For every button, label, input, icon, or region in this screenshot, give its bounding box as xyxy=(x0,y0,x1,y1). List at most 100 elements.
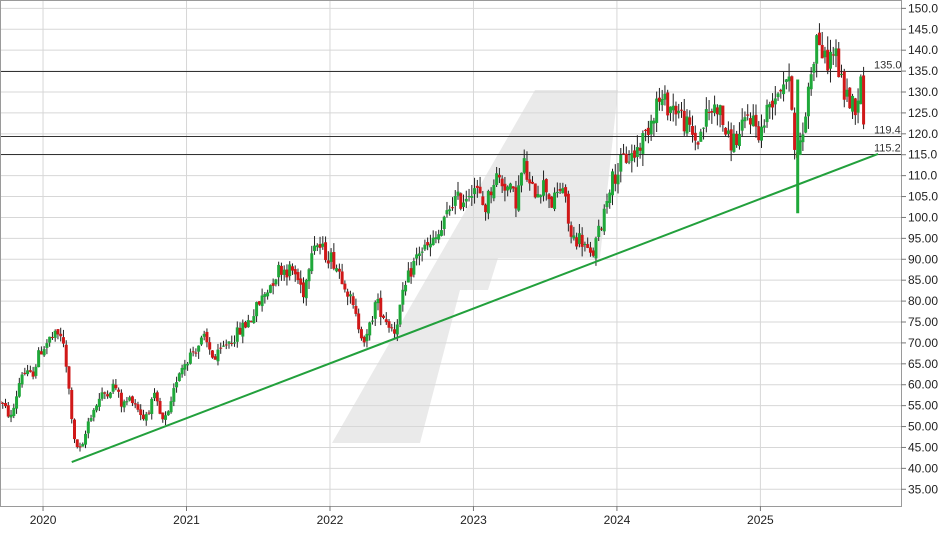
candle-body xyxy=(423,244,427,250)
candle-body xyxy=(97,398,101,407)
candle-body xyxy=(506,186,510,191)
candle-body xyxy=(244,322,248,328)
candle-body xyxy=(544,179,548,193)
candle-body xyxy=(453,196,457,206)
candle-body xyxy=(95,405,99,411)
candle-body xyxy=(186,363,190,366)
candle-body xyxy=(481,196,485,206)
candle-body xyxy=(817,32,821,46)
candle-body xyxy=(373,302,377,319)
candle-body xyxy=(128,397,132,401)
candle-body xyxy=(591,250,595,256)
candle-body xyxy=(197,345,201,352)
candle-body xyxy=(290,266,294,271)
candle-body xyxy=(153,392,157,399)
candle-body xyxy=(379,297,383,317)
candle-body xyxy=(815,35,819,64)
candle-body xyxy=(599,228,603,230)
candle-body xyxy=(230,343,234,345)
candle-body xyxy=(255,302,259,317)
candle-body xyxy=(450,207,454,209)
candle-body xyxy=(61,337,65,344)
y-tick-label: 145.0 xyxy=(908,22,938,36)
candle-body xyxy=(370,320,374,322)
candle-body xyxy=(329,252,333,262)
candle-body xyxy=(268,285,272,293)
candle-body xyxy=(122,401,126,408)
watermark-logo xyxy=(332,90,618,443)
candle-body xyxy=(831,54,835,56)
candle-body xyxy=(613,174,617,184)
candle-body xyxy=(17,383,21,397)
candle-body xyxy=(555,191,559,194)
candle-body xyxy=(467,196,471,198)
candle-body xyxy=(699,131,703,142)
candle-body xyxy=(519,172,523,186)
candle-body xyxy=(475,185,479,188)
candle-body xyxy=(522,158,526,173)
candle-body xyxy=(313,245,317,252)
candle-body xyxy=(828,51,832,69)
candle-body xyxy=(177,373,181,382)
candle-body xyxy=(235,327,239,342)
horizontal-levels: 135.0 119.4 115.2 xyxy=(0,60,902,155)
y-tick-label: 40.00 xyxy=(908,461,938,475)
candle-body xyxy=(351,296,355,306)
candle-body xyxy=(337,268,341,272)
candle-body xyxy=(517,185,521,211)
candle-body xyxy=(693,132,697,141)
level-label: 135.0 xyxy=(874,60,902,72)
candle-body xyxy=(50,336,54,338)
candle-body xyxy=(359,329,363,339)
candle-body xyxy=(710,111,714,113)
candle-body xyxy=(362,336,366,343)
candle-body xyxy=(668,106,672,113)
candle-body xyxy=(743,117,747,122)
candle-body xyxy=(657,97,661,102)
candle-body xyxy=(56,329,60,335)
candle-body xyxy=(746,114,750,116)
candle-body xyxy=(199,337,203,345)
candle-body xyxy=(213,356,217,360)
y-tick-label: 105.0 xyxy=(908,190,938,204)
candle-body xyxy=(561,188,565,194)
candle-body xyxy=(740,119,744,131)
y-tick-label: 60.00 xyxy=(908,378,938,392)
candle-body xyxy=(782,84,786,95)
candle-body xyxy=(166,411,170,416)
candle-body xyxy=(100,392,104,399)
candle-body xyxy=(721,105,725,125)
candle-body xyxy=(26,370,30,375)
candle-body xyxy=(456,191,460,196)
candle-body xyxy=(15,396,19,409)
candle-body xyxy=(677,110,681,114)
candle-body xyxy=(86,421,90,434)
candle-body xyxy=(31,371,35,377)
candle-body xyxy=(798,140,802,155)
candle-body xyxy=(147,412,151,414)
candle-body xyxy=(566,193,570,224)
y-tick-label: 35.00 xyxy=(908,482,938,496)
candle-body xyxy=(324,242,328,261)
candle-body xyxy=(776,93,780,98)
candle-body xyxy=(804,116,808,133)
candle-body xyxy=(633,150,637,158)
candle-body xyxy=(514,187,518,209)
x-tick-label: 2021 xyxy=(173,513,200,527)
candle-body xyxy=(748,118,752,125)
candle-body xyxy=(241,322,245,337)
candle-body xyxy=(729,129,733,151)
candle-body xyxy=(696,142,700,145)
candle-body xyxy=(4,403,8,407)
candle-body xyxy=(602,208,606,232)
y-tick-label: 120.0 xyxy=(908,127,938,141)
candle-body xyxy=(406,270,410,283)
candle-body xyxy=(238,327,242,335)
candle-body xyxy=(417,253,421,256)
candle-body xyxy=(332,252,336,269)
candle-body xyxy=(409,268,413,277)
candle-body xyxy=(335,268,339,272)
candle-body xyxy=(594,237,598,259)
candle-body xyxy=(285,269,289,278)
candle-body xyxy=(288,264,292,277)
